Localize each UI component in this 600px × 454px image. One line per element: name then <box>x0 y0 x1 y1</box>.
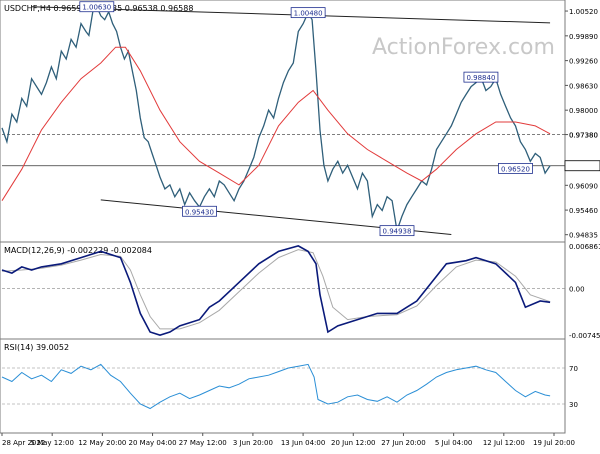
price-level-lines <box>2 134 565 167</box>
macd-line <box>1 245 551 336</box>
time-axis-label: 20 Jun 12:00 <box>331 439 375 447</box>
macd-signal-line <box>1 249 551 330</box>
time-axis-label: 19 Jul 20:00 <box>533 439 575 447</box>
time-axis-label: 12 May 20:00 <box>78 439 126 447</box>
price-axis-label: 0.98630 <box>569 82 598 90</box>
price-axis: 1.00520 0.99890 0.99260 0.98630 0.98000 0.973… <box>564 8 600 240</box>
macd-lines <box>1 245 565 336</box>
price-annotation-box <box>463 71 499 83</box>
macd-axis-label: -0.007454 <box>569 332 600 340</box>
time-axis-label: 5 Jul 04:00 <box>435 439 473 447</box>
macd-panel-frame <box>0 241 566 340</box>
price-axis-label: 1.00520 <box>569 8 598 16</box>
price-axis-label: 0.99260 <box>569 58 598 66</box>
time-axis-label: 5 May 12:00 <box>30 439 74 447</box>
rsi-panel-frame <box>0 338 566 434</box>
price-annotation-label: 0.96520 <box>501 165 530 173</box>
time-axis-label: 28 Apr 2022 <box>2 439 45 447</box>
price-axis-label: 0.95460 <box>569 207 598 215</box>
time-axis-label: 12 Jul 12:00 <box>483 439 525 447</box>
price-axis-label: 0.94835 <box>569 232 598 240</box>
price-annotation-box <box>498 163 533 174</box>
price-annotations: 1.00630 1.00480 0.95430 0.94938 0.98840 0.965… <box>79 1 598 237</box>
time-axis-label: 13 Jun 04:00 <box>281 439 325 447</box>
rsi-lines <box>1 363 565 410</box>
rsi-axis: 70 30 <box>569 365 578 409</box>
rsi-axis-label: 70 <box>569 365 578 373</box>
time-axis-label: 27 Jun 20:00 <box>381 439 425 447</box>
macd-axis: 0.006861 0.00 -0.007454 <box>569 243 600 340</box>
rsi-header: RSI(14) 39.0052 <box>4 343 69 352</box>
macd-axis-label: 0.006861 <box>569 243 600 251</box>
price-annotation-box <box>182 205 217 217</box>
level-line-axis-label: 0.97380 <box>569 132 598 140</box>
price-axis-label: 0.98000 <box>569 107 598 115</box>
macd-header: MACD(12,26,9) -0.002229 -0.002084 <box>4 246 152 255</box>
price-annotation-box <box>79 1 115 13</box>
price-annotation-label: 0.95430 <box>185 208 214 216</box>
moving-average-line <box>1 46 551 201</box>
macd-axis-label: 0.00 <box>569 286 585 294</box>
watermark-text: ActionForex.com <box>372 35 555 60</box>
price-annotation-box <box>379 225 415 237</box>
price-axis-label: 0.96090 <box>569 182 598 190</box>
price-axis-label: 0.99890 <box>569 33 598 41</box>
rsi-line <box>1 363 551 410</box>
price-axis-label: 0.97380 <box>569 132 598 140</box>
price-annotation-label: 1.00480 <box>294 10 323 18</box>
time-axis-label: 27 May 12:00 <box>179 439 227 447</box>
price-annotation-label: 1.00630 <box>82 4 111 12</box>
time-axis-label: 20 May 04:00 <box>129 439 177 447</box>
time-axis-label: 3 Jun 20:00 <box>233 439 273 447</box>
price-annotation-label: 0.98840 <box>466 74 495 82</box>
price-annotation-box <box>290 7 326 19</box>
current-price-box <box>564 160 600 172</box>
rsi-axis-label: 30 <box>569 401 578 409</box>
price-annotation-label: 0.94938 <box>383 228 412 236</box>
